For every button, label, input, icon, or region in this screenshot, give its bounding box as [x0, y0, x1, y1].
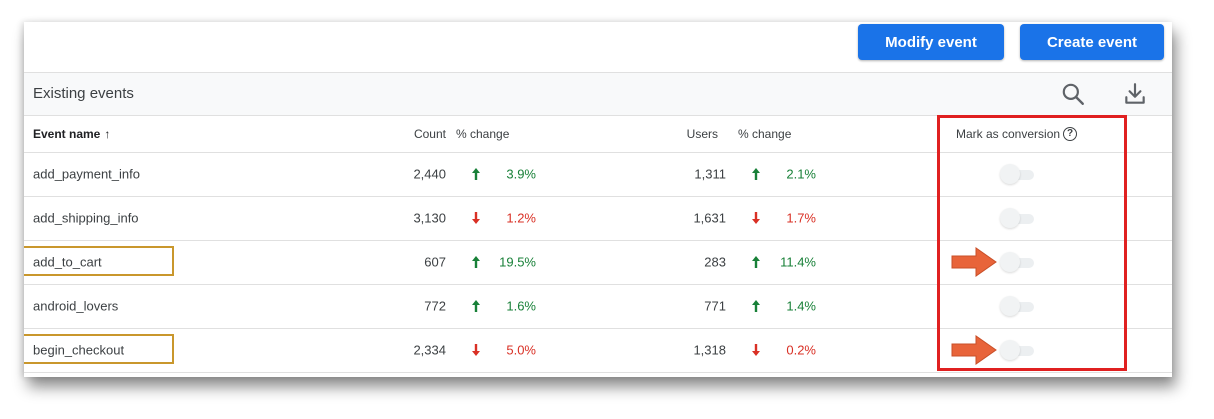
table-header: Event name ↑ Count % change Users % chang… [24, 115, 1172, 153]
column-header-count-change[interactable]: % change [456, 126, 510, 141]
annotation-arrow-icon [951, 247, 997, 277]
arrow-down-icon [750, 343, 762, 357]
count-percent-change: 3.9% [506, 166, 536, 182]
arrow-up-icon [470, 167, 482, 181]
users-percent-change: 2.1% [786, 166, 816, 182]
event-count: 2,334 [413, 342, 446, 358]
column-header-count[interactable]: Count [413, 126, 446, 141]
table-row: add_payment_info 2,440 3.9% 1,311 2.1% [24, 152, 1172, 197]
mark-as-conversion-toggle[interactable] [1000, 296, 1036, 316]
users-percent-change: 1.7% [786, 210, 816, 226]
arrow-up-icon [750, 299, 762, 313]
sort-ascending-icon: ↑ [104, 126, 111, 141]
arrow-up-icon [750, 255, 762, 269]
arrow-up-icon [470, 299, 482, 313]
create-event-button[interactable]: Create event [1020, 24, 1164, 60]
table-row: android_lovers 772 1.6% 771 1.4% [24, 284, 1172, 329]
event-name[interactable]: add_shipping_info [33, 210, 139, 226]
count-percent-change: 19.5% [499, 254, 536, 270]
toggle-knob [1000, 252, 1020, 272]
download-icon[interactable] [1122, 81, 1148, 107]
event-users: 1,311 [694, 166, 726, 182]
arrow-up-icon [750, 167, 762, 181]
event-count: 772 [424, 298, 446, 314]
mark-as-conversion-toggle[interactable] [1000, 252, 1036, 272]
column-header-event-name[interactable]: Event name ↑ [33, 127, 110, 141]
count-percent-change: 1.2% [506, 210, 536, 226]
arrow-down-icon [470, 211, 482, 225]
event-users: 1,318 [693, 342, 726, 358]
mark-as-conversion-toggle[interactable] [1000, 164, 1036, 184]
section-title: Existing events [33, 85, 134, 102]
help-icon[interactable]: ? [1063, 126, 1078, 141]
mark-as-conversion-toggle[interactable] [1000, 340, 1036, 360]
users-percent-change: 11.4% [780, 254, 816, 270]
event-name[interactable]: android_lovers [33, 298, 119, 314]
event-name[interactable]: add_to_cart [33, 254, 102, 270]
toggle-knob [1000, 208, 1020, 228]
existing-events-header: Existing events [24, 72, 1172, 116]
toggle-knob [1000, 164, 1020, 184]
modify-event-button[interactable]: Modify event [858, 24, 1004, 60]
table-row: add_shipping_info 3,130 1.2% 1,631 1.7% [24, 196, 1172, 241]
event-name[interactable]: begin_checkout [33, 342, 125, 358]
events-panel: Modify event Create event Existing event… [24, 22, 1172, 377]
arrow-up-icon [470, 255, 482, 269]
event-count: 3,130 [413, 210, 446, 226]
conversion-header-label: Mark as conversion [956, 126, 1061, 141]
event-name-header-label: Event name [33, 126, 101, 141]
count-percent-change: 5.0% [506, 342, 536, 358]
event-users: 771 [704, 298, 726, 314]
arrow-down-icon [470, 343, 482, 357]
annotation-arrow-icon [951, 335, 997, 365]
users-percent-change: 0.2% [786, 342, 816, 358]
search-icon[interactable] [1060, 81, 1086, 107]
arrow-down-icon [750, 211, 762, 225]
event-name[interactable]: add_payment_info [33, 166, 140, 182]
event-count: 2,440 [413, 166, 446, 182]
action-bar: Modify event Create event [24, 22, 1172, 72]
users-percent-change: 1.4% [786, 298, 816, 314]
column-header-users-change[interactable]: % change [738, 126, 792, 141]
event-users: 1,631 [693, 210, 726, 226]
conversion-column-highlight [937, 115, 1127, 371]
event-users: 283 [704, 254, 726, 270]
mark-as-conversion-toggle[interactable] [1000, 208, 1036, 228]
event-count: 607 [424, 254, 446, 270]
count-percent-change: 1.6% [506, 298, 536, 314]
column-header-users[interactable]: Users [686, 126, 718, 141]
toggle-knob [1000, 340, 1020, 360]
toggle-knob [1000, 296, 1020, 316]
column-header-mark-as-conversion: Mark as conversion? [956, 126, 1078, 141]
